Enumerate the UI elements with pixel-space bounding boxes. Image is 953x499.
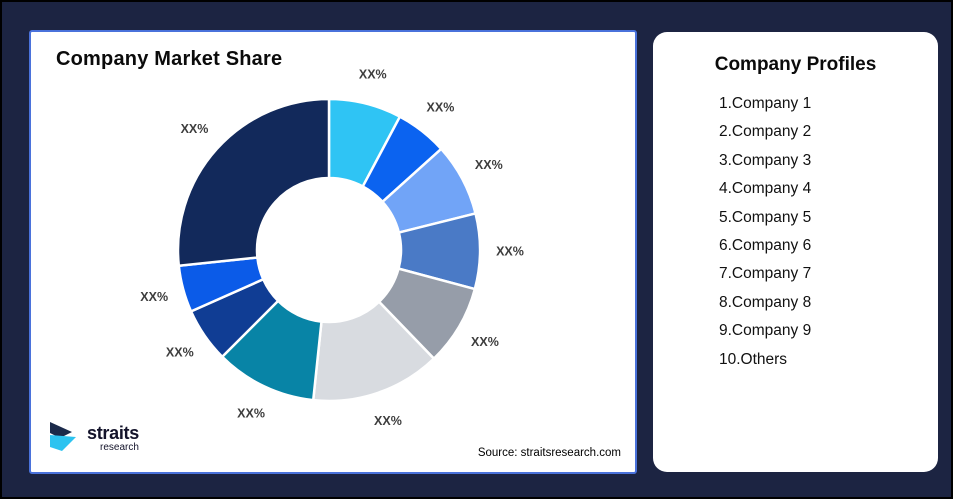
slice-label: XX%: [475, 158, 503, 172]
slice-label: XX%: [496, 245, 524, 259]
source-text: Source: straitsresearch.com: [477, 447, 621, 459]
straits-research-logo: straits research: [49, 422, 139, 454]
company-profile-item: 3.Company 3: [719, 151, 812, 169]
company-profile-item: 1.Company 1: [719, 95, 812, 112]
company-profile-item: 6.Company 6: [719, 237, 812, 255]
company-profile-item: 5.Company 5: [719, 208, 812, 226]
slice-label: XX%: [471, 335, 499, 349]
market-share-card: XX% XX% XX% XX% XX% XX% XX% XX% XX% XX% Company M…: [29, 30, 637, 474]
company-profile-item: 8.Company 8: [719, 293, 812, 311]
company-profile-item: 7.Company 7: [719, 265, 812, 283]
slice-label: XX%: [140, 290, 168, 304]
slice-label: XX%: [427, 100, 455, 114]
donut-chart: XX% XX% XX% XX% XX% XX% XX% XX% XX% XX%: [140, 67, 524, 428]
logo-brand-text: straits: [87, 422, 139, 443]
company-profile-item: 9.Company 9: [719, 322, 812, 340]
company-profiles-card: Company Profiles 1.Company 1 2.Company 2 3…: [653, 32, 938, 472]
slice-label: XX%: [359, 67, 387, 81]
slice-label: XX%: [166, 346, 194, 360]
straits-logo-icon: [50, 422, 76, 451]
slice-label: XX%: [181, 122, 209, 136]
company-profile-item: 10.Others: [719, 350, 788, 368]
logo-sub-text: research: [100, 441, 139, 453]
slice-label: XX%: [374, 414, 402, 428]
chart-title: Company Market Share: [56, 48, 283, 70]
company-profile-item: 2.Company 2: [719, 123, 812, 141]
logo-text: straits research: [87, 424, 139, 453]
company-profiles-list: 1.Company 1 2.Company 2 3.Company 3 4.Compa…: [653, 90, 938, 374]
company-profile-item: 4.Company 4: [719, 180, 812, 198]
donut-segment-others: [176, 97, 331, 268]
profiles-title: Company Profiles: [714, 54, 877, 75]
slice-label: XX%: [237, 406, 265, 420]
